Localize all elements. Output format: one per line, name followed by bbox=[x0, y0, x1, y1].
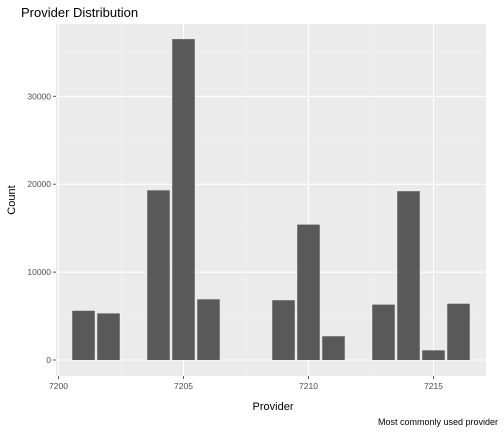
bar bbox=[447, 303, 470, 360]
bar bbox=[172, 39, 195, 360]
y-tick-label: 30000 bbox=[27, 91, 51, 101]
bar bbox=[397, 191, 420, 360]
y-tick-label: 10000 bbox=[27, 267, 51, 277]
bar bbox=[422, 350, 445, 360]
x-axis-title: Provider bbox=[253, 401, 294, 413]
bar bbox=[147, 190, 170, 360]
plot-panel bbox=[56, 24, 486, 376]
bar bbox=[297, 224, 320, 360]
x-axis: 7200 7205 7210 7215 bbox=[49, 376, 443, 391]
y-tick-label: 0 bbox=[46, 355, 51, 365]
y-axis: 0 10000 20000 30000 bbox=[27, 91, 56, 365]
bar bbox=[197, 299, 220, 360]
x-tick-label: 7210 bbox=[299, 381, 318, 391]
chart-title: Provider Distribution bbox=[21, 5, 138, 20]
bar bbox=[272, 300, 295, 360]
minor-gridlines bbox=[56, 24, 486, 376]
x-tick-label: 7215 bbox=[424, 381, 443, 391]
x-tick-label: 7200 bbox=[49, 381, 68, 391]
bar bbox=[72, 310, 95, 360]
bar bbox=[97, 313, 120, 360]
bar bbox=[322, 336, 345, 360]
y-tick-label: 20000 bbox=[27, 179, 51, 189]
bars bbox=[72, 39, 470, 360]
x-tick-label: 7205 bbox=[174, 381, 193, 391]
bar bbox=[372, 304, 395, 360]
y-axis-title: Count bbox=[6, 185, 18, 214]
chart-caption: Most commonly used provider bbox=[378, 417, 498, 427]
